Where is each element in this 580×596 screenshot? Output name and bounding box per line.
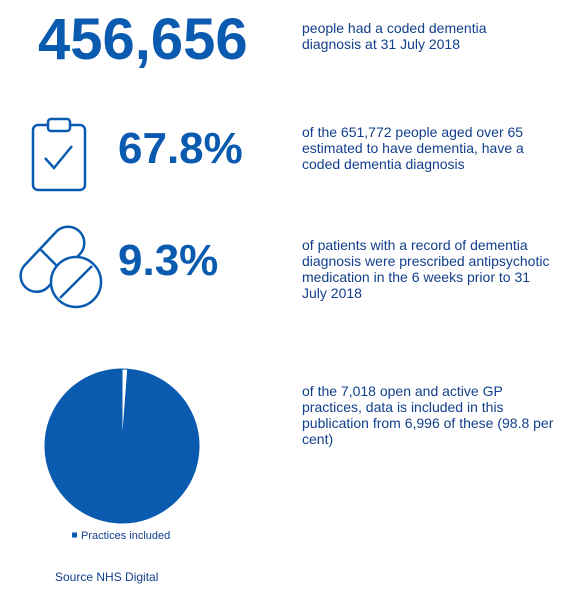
description: of the 7,018 open and active GP practice… [302, 383, 554, 447]
description: of the 651,772 people aged over 65 estim… [302, 124, 524, 172]
description: people had a coded dementia diagnosis at… [302, 20, 487, 52]
description: of patients with a record of dementia di… [302, 237, 550, 301]
source: Source NHS Digital [55, 570, 159, 584]
legend-swatch [72, 532, 77, 538]
big-figure: 67.8% [118, 124, 243, 173]
legend-label: Practices included [81, 530, 170, 542]
big-figure: 456,656 [38, 7, 248, 72]
pills-icon [19, 225, 103, 309]
big-figure: 9.3% [118, 236, 219, 285]
pie-slice [44, 368, 200, 524]
clipboard-icon [31, 117, 87, 192]
